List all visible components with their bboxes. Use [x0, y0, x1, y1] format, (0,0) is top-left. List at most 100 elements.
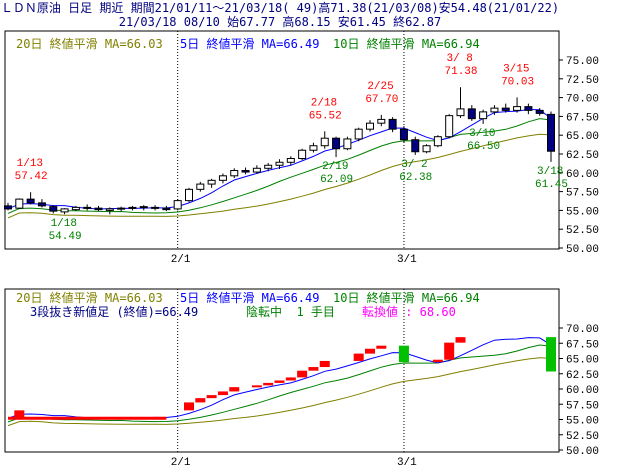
- top-y-tick-label: 57.50: [566, 188, 599, 200]
- candle-body: [128, 206, 137, 209]
- line-break-block: [251, 385, 262, 388]
- top-ma10-line: [7, 118, 552, 214]
- bottom-y-tick-label: 60.00: [566, 385, 599, 397]
- candle-body: [332, 137, 341, 150]
- top-legend-ma5: 5日 終値平滑 MA=66.49: [180, 37, 320, 51]
- top-y-tick-label: 60.00: [566, 169, 599, 181]
- candle-body: [524, 106, 533, 111]
- line-break-block: [297, 370, 308, 378]
- candle-body: [151, 206, 160, 209]
- top-y-tick-label: 67.50: [566, 112, 599, 124]
- candle-body: [547, 113, 555, 152]
- top-x-tick-label: 3/1: [397, 254, 417, 266]
- line-break-block: [319, 360, 330, 368]
- top-x-tick-label: 2/1: [171, 254, 191, 266]
- bottom-x-tick-label: 3/1: [397, 457, 417, 469]
- line-break-block: [229, 387, 240, 392]
- chart-header-title: ＬＤＮ原油 日足 期近 期間21/01/11～21/03/18( 49)高71.…: [0, 1, 560, 15]
- candle-body: [433, 136, 442, 147]
- top-chart-frame: [4, 30, 560, 250]
- candle-body: [479, 111, 488, 120]
- candle-body: [264, 164, 273, 169]
- annotation-value: 62.09: [320, 174, 353, 186]
- annotation-date: 3/10: [469, 128, 495, 140]
- top-ma20-line: [7, 133, 552, 219]
- line-break-block: [308, 367, 319, 371]
- bottom-y-tick-label: 65.00: [566, 355, 599, 367]
- candle-body: [399, 128, 408, 141]
- bottom-x-tick-label: 2/1: [171, 457, 191, 469]
- top-y-tick-label: 62.50: [566, 150, 599, 162]
- bottom-y-tick-label: 62.50: [566, 370, 599, 382]
- top-y-tick-label: 55.00: [566, 206, 599, 218]
- candle-body: [286, 158, 295, 163]
- candle-body: [26, 198, 35, 204]
- candle-body: [241, 170, 250, 173]
- annotation-value: 57.42: [15, 171, 48, 183]
- candle-body: [343, 138, 352, 150]
- candle-body: [173, 200, 182, 210]
- line-break-block: [217, 391, 228, 396]
- annotation-date: 1/18: [51, 218, 77, 230]
- kagi-legend-reversal: 転換値 : 68.60: [362, 305, 456, 319]
- candle-body: [535, 109, 544, 114]
- line-break-block: [263, 382, 274, 386]
- candle-body: [162, 207, 171, 211]
- candle-body: [60, 208, 69, 213]
- candle-body: [49, 206, 58, 212]
- candle-body: [252, 167, 261, 173]
- candle-body: [366, 122, 374, 130]
- candle-body: [275, 161, 284, 166]
- top-y-tick-label: 70.00: [566, 94, 599, 106]
- line-break-block: [376, 345, 387, 349]
- bottom-ma10-line: [7, 344, 552, 423]
- annotation-value: 61.45: [535, 179, 568, 191]
- bottom-legend-ma5: 5日 終値平滑 MA=66.49: [180, 291, 320, 305]
- bottom-y-tick-label: 55.00: [566, 416, 599, 428]
- candle-body: [501, 107, 510, 111]
- line-break-block: [206, 395, 217, 399]
- candle-body: [196, 183, 205, 190]
- candle-body: [309, 145, 318, 151]
- annotation-date: 2/18: [311, 97, 337, 109]
- chart-header-ohlc: 21/03/18 08/10 始67.77 高68.15 安61.45 終62.…: [118, 15, 442, 29]
- candle-body: [185, 188, 193, 202]
- annotation-date: 1/13: [17, 158, 43, 170]
- candle-body: [456, 108, 465, 117]
- line-break-block: [274, 380, 285, 383]
- line-break-block: [285, 377, 296, 381]
- candle-body: [377, 118, 386, 124]
- candle-body: [230, 170, 239, 177]
- candle-body: [139, 206, 148, 209]
- candle-body: [71, 206, 80, 211]
- annotation-value: 62.38: [399, 172, 432, 184]
- candle-body: [94, 207, 103, 211]
- line-break-block: [398, 345, 409, 363]
- annotation-value: 71.38: [445, 66, 478, 78]
- candle-body: [490, 107, 499, 113]
- candle-body: [37, 202, 46, 207]
- line-break-block: [432, 359, 443, 363]
- candle-body: [320, 137, 329, 147]
- annotation-date: 2/19: [322, 161, 348, 173]
- candle-body: [105, 208, 114, 211]
- line-break-block: [353, 353, 364, 361]
- bottom-y-tick-label: 57.50: [566, 400, 599, 412]
- candle-body: [4, 205, 12, 210]
- top-y-tick-label: 65.00: [566, 131, 599, 143]
- line-break-block: [14, 410, 25, 419]
- top-legend-ma10: 10日 終値平滑 MA=66.94: [333, 37, 480, 51]
- annotation-value: 67.70: [365, 94, 398, 106]
- annotation-date: 3/ 2: [401, 159, 427, 171]
- annotation-date: 3/ 8: [447, 53, 473, 65]
- kagi-legend-value: 3段抜き新値足 (終値)=66.49: [30, 305, 199, 319]
- top-y-tick-label: 75.00: [566, 56, 599, 68]
- bottom-y-tick-label: 70.00: [566, 324, 599, 336]
- line-break-block: [195, 398, 206, 403]
- candle-body: [411, 139, 420, 153]
- annotation-value: 70.03: [501, 76, 534, 88]
- candle-body: [422, 145, 431, 153]
- line-break-block: [455, 337, 466, 343]
- candle-body: [388, 118, 397, 130]
